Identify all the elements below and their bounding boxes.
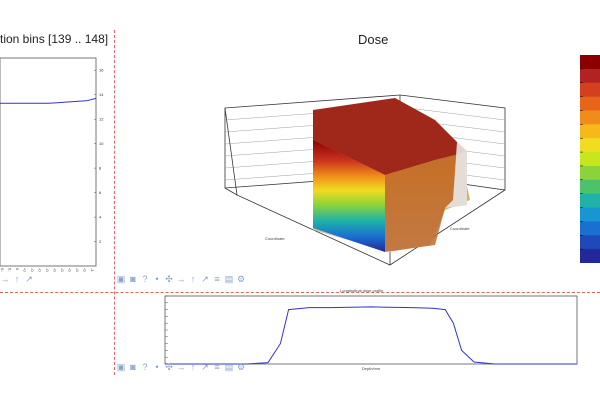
left-y-tick-label: 8 (99, 166, 102, 171)
colorbar-segment (580, 55, 600, 70)
arrow-up-icon[interactable]: ↑ (190, 274, 196, 284)
bottom-x-axis-label: Depth/mm (362, 366, 381, 371)
left-toolbar: → ↑ ↗ (0, 274, 34, 284)
dose-3d-surface: Coordinate Coordinate (224, 94, 506, 266)
colorbar-segment (580, 179, 600, 195)
left-x-tick-label: -0.2 (30, 268, 35, 272)
menu-icon[interactable]: ≡ (214, 362, 220, 372)
dot-icon[interactable]: • (155, 274, 159, 284)
arrow-right-icon[interactable]: → (176, 362, 186, 372)
arrow-up-icon[interactable]: ↑ (14, 274, 20, 284)
zoom-icon[interactable]: ▣ (116, 362, 126, 372)
camera-icon[interactable]: ◙ (130, 362, 136, 372)
left-x-tick-label: 0.1 (8, 268, 13, 272)
colorbar-segment (580, 110, 600, 125)
dose-title: Dose (358, 32, 389, 47)
colorbar-segment (580, 207, 600, 222)
panel-divider-horizontal (0, 292, 600, 293)
arrow-right-icon[interactable]: → (0, 274, 10, 284)
colorbar-segment (580, 124, 600, 139)
left-plot-frame (0, 57, 97, 267)
left-y-tick-label: 10 (99, 141, 104, 146)
camera-icon[interactable]: ◙ (130, 274, 136, 284)
move-icon[interactable]: ✣ (165, 274, 173, 284)
colorbar-segment (580, 96, 600, 111)
left-chart-title: tion bins [139 .. 148] (0, 32, 109, 46)
arrow-right-icon[interactable]: → (176, 274, 186, 284)
panel-divider-vertical (114, 30, 115, 375)
left-line-chart: 2 4 6 8 10 12 14 16 0.2 0.1 0 -0.1 -0.2 -0.3 -0.4 -0.5… (0, 57, 104, 272)
dose-x-axis-label: Coordinate (265, 236, 285, 241)
left-y-tick-label: 14 (99, 92, 104, 97)
left-x-tick-label: -0.1 (23, 268, 28, 272)
arrow-up-right-icon[interactable]: ↗ (25, 274, 33, 284)
left-y-tick-label: 12 (99, 117, 104, 122)
left-x-tick-label: 0 (15, 268, 20, 271)
left-y-tick-label: 2 (99, 239, 102, 244)
move-icon[interactable]: ✣ (165, 362, 173, 372)
left-x-tick-label: -0.5 (53, 268, 58, 272)
left-y-tick-label: 16 (99, 68, 104, 73)
dose-y-axis-label: Coordinate (450, 226, 470, 231)
left-x-tick-label: 0.2 (0, 268, 5, 272)
help-icon[interactable]: ? (142, 274, 148, 284)
dot-icon[interactable]: • (155, 362, 159, 372)
bottom-series-line (165, 306, 577, 365)
dose-colorbar (580, 55, 600, 263)
colorbar-segment (580, 249, 600, 263)
colorbar-segment (580, 221, 600, 236)
dose-surface-volume (313, 98, 470, 252)
left-x-tick-label: -0.3 (38, 268, 43, 272)
colorbar-segment (580, 193, 600, 209)
settings-icon[interactable]: ⚙ (236, 362, 246, 372)
left-x-tick-label: -1 (90, 268, 95, 272)
bottom-chart-title: Longitudinal dose profile (340, 288, 384, 293)
colorbar-segment (580, 68, 600, 84)
colorbar-segment (580, 138, 600, 153)
image-icon[interactable]: ▤ (224, 274, 234, 284)
colorbar-segment (580, 165, 600, 181)
left-x-tick-label: -0.7 (68, 268, 73, 272)
left-x-tick-label: -0.8 (75, 268, 80, 272)
colorbar-segment (580, 235, 600, 250)
colorbar-segment (580, 82, 600, 98)
bottom-line-chart: Depth/mm (164, 295, 578, 371)
dose-toolbar: ▣ ◙? • ✣ → ↑ ↗ ≡ ▤ ⚙ (116, 274, 246, 284)
left-x-tick-label: -0.6 (60, 268, 65, 272)
arrow-up-icon[interactable]: ↑ (190, 362, 196, 372)
bottom-plot-frame (164, 295, 578, 365)
arrow-up-right-icon[interactable]: ↗ (201, 362, 209, 372)
left-series-line (0, 97, 97, 104)
image-icon[interactable]: ▤ (224, 362, 234, 372)
menu-icon[interactable]: ≡ (214, 274, 220, 284)
left-x-tick-label: -0.9 (83, 268, 88, 272)
bottom-toolbar: ▣ ◙? • ✣ → ↑ ↗ ≡ ▤ ⚙ (116, 362, 246, 372)
settings-icon[interactable]: ⚙ (236, 274, 246, 284)
left-y-tick-label: 6 (99, 190, 102, 195)
left-x-tick-label: -0.4 (45, 268, 50, 272)
arrow-up-right-icon[interactable]: ↗ (201, 274, 209, 284)
help-icon[interactable]: ? (142, 362, 148, 372)
zoom-icon[interactable]: ▣ (116, 274, 126, 284)
colorbar-segment (580, 152, 600, 167)
left-y-tick-label: 4 (99, 215, 102, 220)
